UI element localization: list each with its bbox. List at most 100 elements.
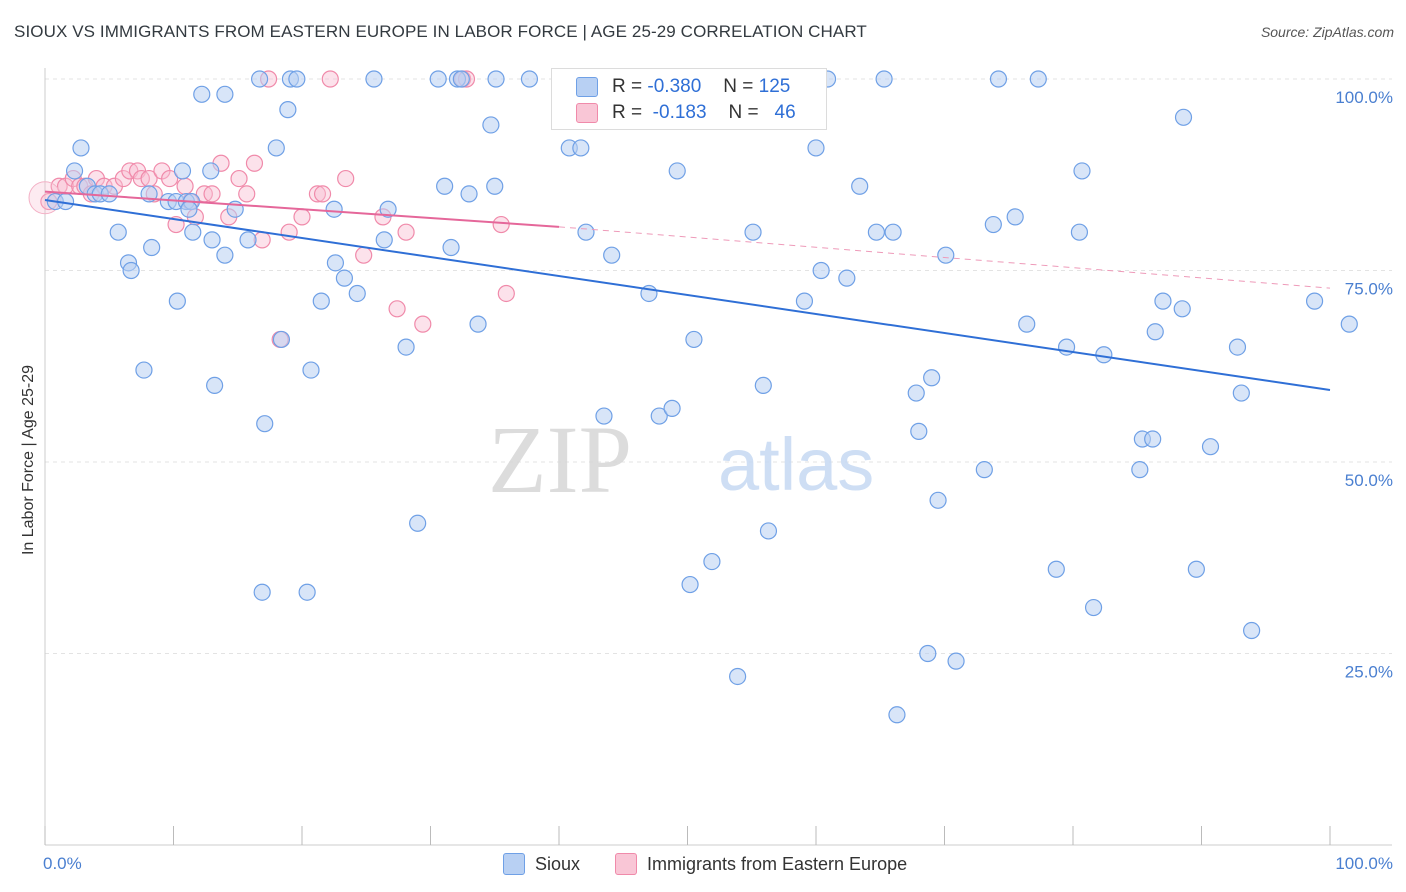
sioux-point: [754, 376, 772, 394]
sioux-point: [1018, 315, 1036, 333]
sioux-point: [681, 575, 699, 594]
sioux-point: [335, 269, 354, 287]
immigrants-trend-extension: [558, 226, 1331, 289]
sioux-point: [744, 223, 762, 241]
sioux-point: [703, 552, 721, 571]
sioux-point: [989, 70, 1008, 88]
x-tick-labels: 0.0% 100.0%: [43, 854, 1393, 873]
sioux-point: [173, 162, 192, 180]
sioux-point: [100, 185, 118, 203]
legend-item-sioux[interactable]: Sioux: [503, 852, 580, 876]
legend-swatch-sioux: [576, 77, 598, 97]
y-tick-label: 100.0%: [1335, 88, 1393, 107]
immigrants-point: [238, 185, 256, 203]
sioux-point: [375, 231, 393, 249]
sioux-point: [1006, 208, 1024, 226]
sioux-point: [487, 70, 505, 88]
sioux-point: [253, 583, 271, 601]
immigrants-point: [313, 185, 332, 203]
sioux-point: [122, 261, 140, 280]
sioux-point: [947, 652, 965, 670]
sioux-point: [1131, 461, 1149, 479]
sioux-point: [1070, 223, 1089, 241]
immigrants-point: [293, 208, 311, 226]
sioux-point: [272, 330, 291, 349]
sioux-point: [1201, 438, 1220, 456]
sioux-point: [202, 162, 220, 180]
sioux-point: [795, 292, 814, 310]
chart-title: SIOUX VS IMMIGRANTS FROM EASTERN EUROPE …: [14, 22, 867, 41]
immigrants-point: [397, 223, 415, 241]
immigrants-trend-line: [44, 190, 560, 228]
sioux-point: [1029, 70, 1047, 88]
sioux-point: [72, 139, 90, 157]
sioux-point: [193, 85, 211, 103]
sioux-point: [603, 246, 621, 264]
sioux-point: [1305, 292, 1324, 310]
legend-item-immigrants[interactable]: Immigrants from Eastern Europe: [615, 852, 907, 876]
sioux-point: [937, 246, 955, 264]
sioux-point: [910, 422, 928, 440]
immigrants-point: [355, 246, 373, 264]
sioux-point: [348, 284, 366, 303]
sioux-point: [919, 644, 937, 663]
sioux-point: [256, 415, 274, 433]
sioux-point: [807, 139, 825, 157]
sioux-point: [1154, 292, 1172, 310]
sioux-point: [668, 162, 686, 180]
immigrants-point: [321, 70, 339, 88]
sioux-point: [838, 269, 856, 287]
legend-n-value: 125: [758, 76, 791, 97]
legend-swatch-sioux: [503, 853, 525, 875]
sioux-point: [1047, 560, 1065, 578]
sioux-point: [572, 139, 590, 157]
sioux-trend-line: [44, 199, 1331, 391]
watermark-zip: ZIP: [488, 406, 632, 513]
y-tick-labels: 100.0% 75.0% 50.0% 25.0%: [1335, 88, 1393, 682]
sioux-point: [216, 85, 234, 103]
axes: [44, 68, 1392, 846]
sioux-point: [239, 231, 257, 249]
sioux-point: [1146, 323, 1164, 341]
sioux-point: [397, 338, 415, 356]
immigrants-point: [203, 185, 221, 203]
sioux-point: [267, 139, 285, 157]
sioux-point: [288, 70, 306, 88]
sioux-point: [180, 200, 198, 218]
sioux-point: [365, 70, 383, 88]
sioux-point: [1084, 598, 1103, 617]
legend-n-label: N =: [728, 102, 759, 123]
legend-r-label: R =: [612, 76, 643, 97]
sioux-point: [759, 522, 778, 540]
legend-row-immigrants: R = -0.183 N = 46: [576, 101, 796, 125]
source-label: Source: ZipAtlas.com: [1260, 24, 1394, 40]
sioux-point: [929, 491, 947, 509]
sioux-point: [867, 223, 885, 241]
correlation-legend: R = -0.380 N = 125 R = -0.183 N = 46: [551, 68, 827, 130]
sioux-point: [1243, 621, 1261, 640]
immigrants-point: [308, 185, 327, 203]
sioux-point: [1144, 430, 1162, 448]
sioux-point: [884, 223, 902, 241]
sioux-point: [429, 70, 447, 88]
sioux-point: [312, 292, 330, 310]
sioux-point: [65, 162, 84, 180]
sioux-point: [452, 70, 470, 88]
sioux-point: [486, 177, 504, 195]
sioux-point: [1340, 315, 1358, 333]
immigrants-point: [414, 315, 432, 333]
legend-swatch-immigrants: [576, 103, 598, 123]
sioux-point: [1174, 108, 1193, 126]
sioux-point: [184, 223, 202, 241]
sioux-point: [984, 215, 1002, 234]
sioux-point: [206, 376, 224, 394]
sioux-point: [460, 185, 478, 203]
sioux-point: [1228, 338, 1247, 356]
sioux-point: [302, 361, 320, 379]
sioux-point: [436, 177, 454, 195]
sioux-point: [279, 101, 297, 119]
sioux-point: [216, 246, 234, 264]
sioux-point: [135, 361, 153, 379]
immigrants-point: [230, 169, 248, 188]
